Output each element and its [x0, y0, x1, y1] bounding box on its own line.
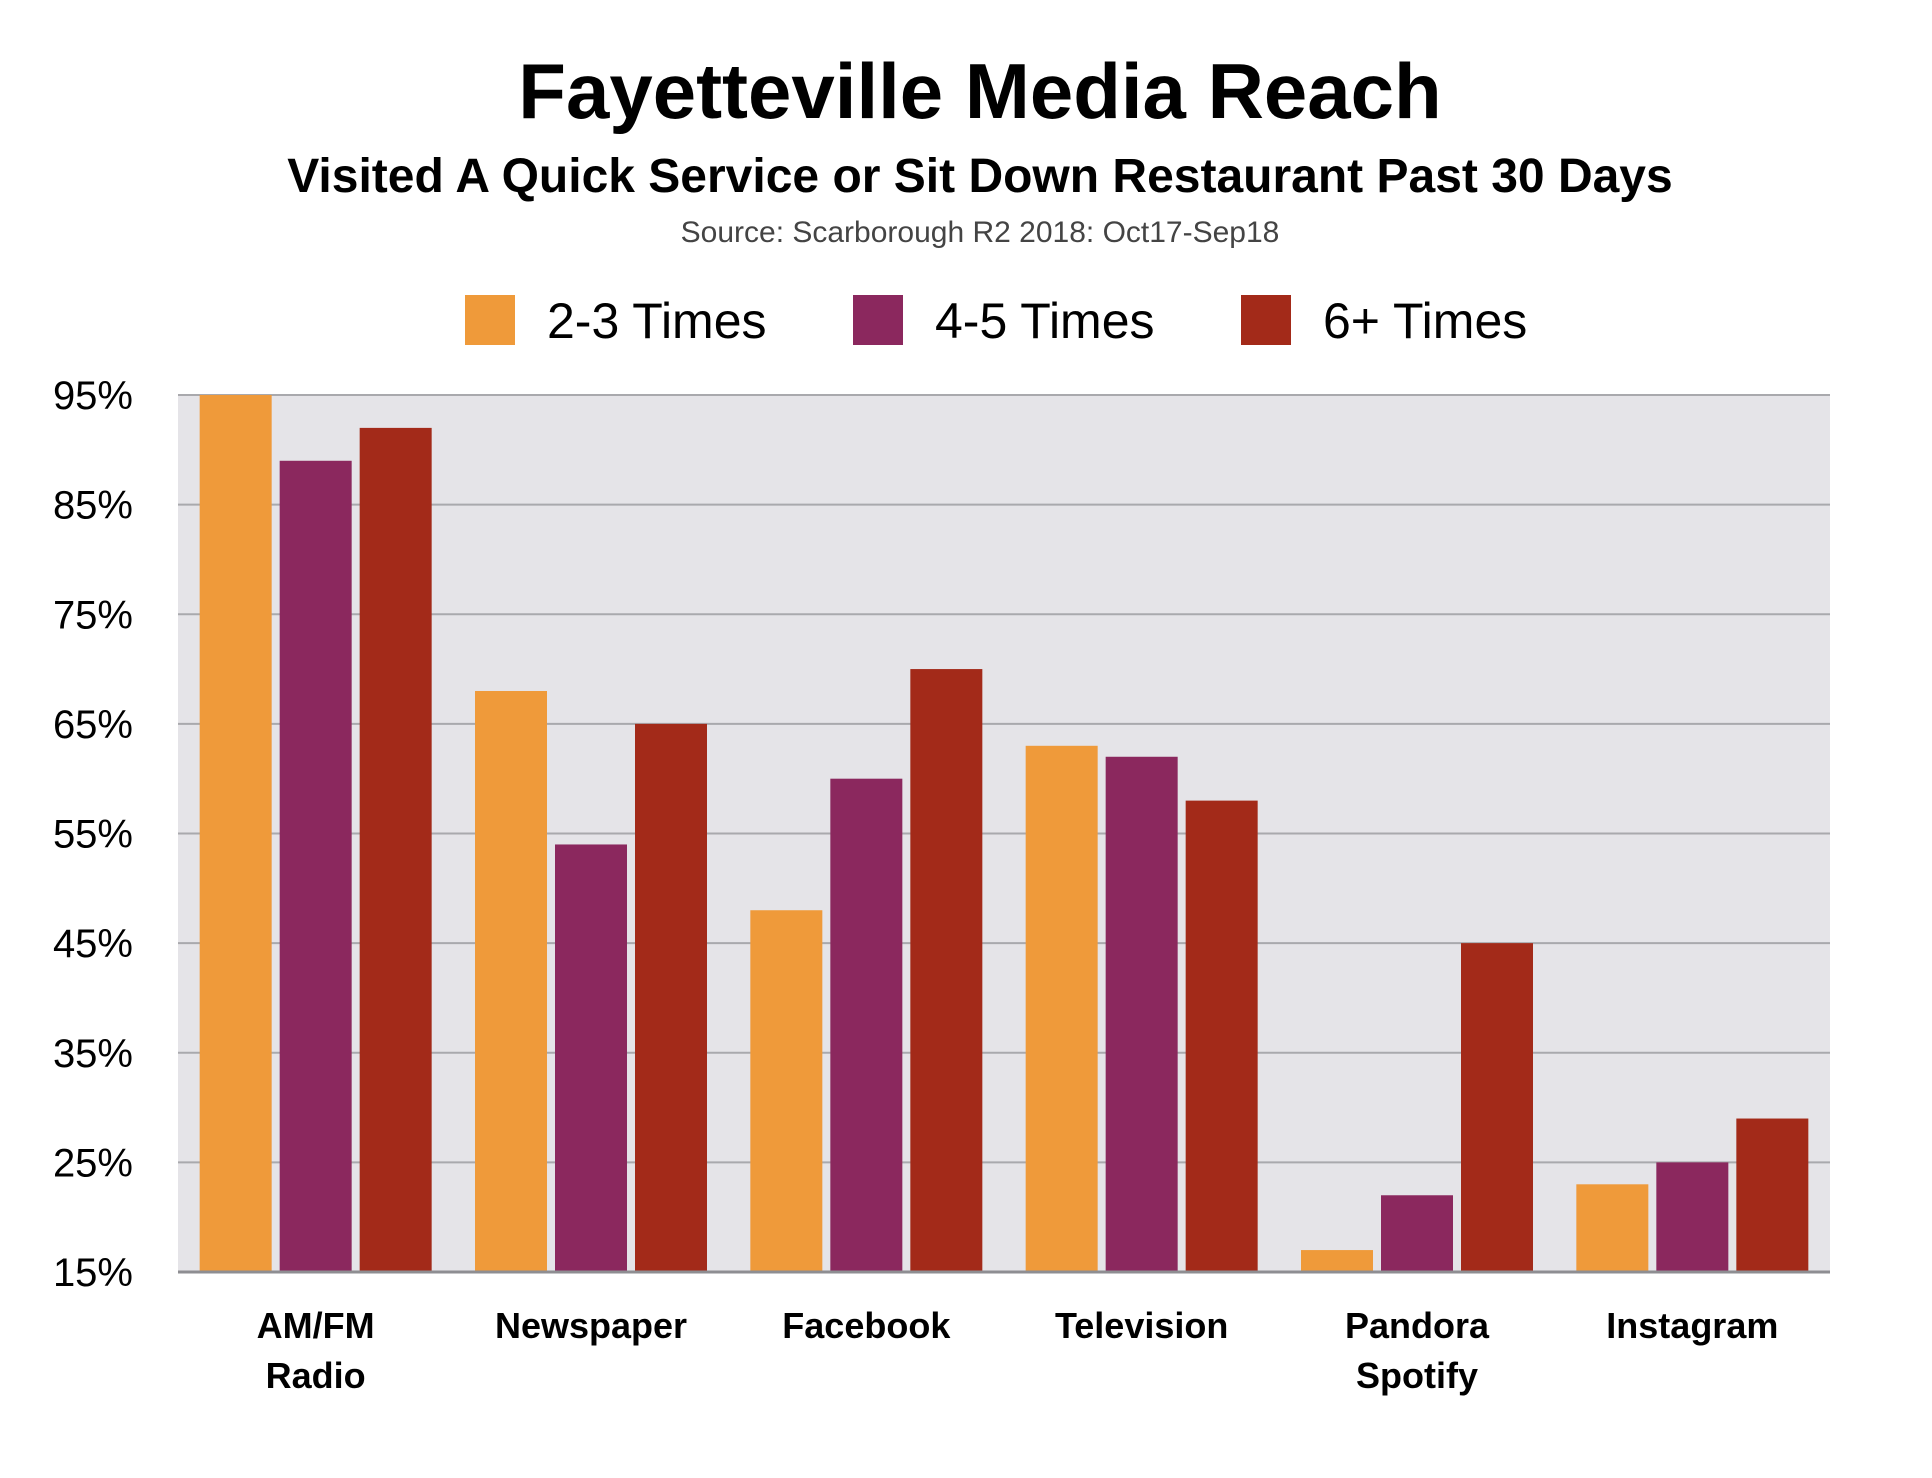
legend-swatch-4-5-times [853, 295, 903, 345]
plot-area: 95% 85% 75% 65% 55% 45% 35% 25% 15% AM/FM Radio New… [53, 374, 1830, 1396]
bar-television-4-5-times [1105, 756, 1178, 1272]
bar-pandora-spotify-4-5-times [1381, 1195, 1453, 1272]
y-tick-label: 55% [53, 813, 133, 857]
bar-facebook-4-5-times [830, 778, 903, 1272]
y-tick-label: 15% [53, 1251, 133, 1295]
bar-am-fm-radio-4-5-times [279, 460, 352, 1272]
y-tick-label: 35% [53, 1032, 133, 1076]
bar-newspaper-6-times [635, 723, 707, 1272]
chart-subtitle: Visited A Quick Service or Sit Down Rest… [287, 150, 1672, 203]
bar-facebook-2-3-times [750, 910, 823, 1272]
x-tick-label: Television [1055, 1305, 1228, 1346]
chart-title: Fayetteville Media Reach [518, 47, 1441, 135]
legend-label-2-3-times: 2-3 Times [547, 293, 767, 349]
legend-swatch-6-times [1241, 295, 1291, 345]
bar-instagram-4-5-times [1656, 1162, 1729, 1272]
y-tick-label: 95% [53, 374, 133, 418]
y-tick-label: 85% [53, 484, 133, 528]
x-tick-label: Instagram [1606, 1305, 1778, 1346]
legend-label-4-5-times: 4-5 Times [935, 293, 1155, 349]
y-tick-label: 25% [53, 1141, 133, 1185]
bar-pandora-spotify-2-3-times [1301, 1250, 1373, 1272]
bar-television-2-3-times [1025, 745, 1098, 1272]
bar-am-fm-radio-2-3-times [199, 395, 272, 1272]
bar-instagram-6-times [1736, 1118, 1809, 1272]
y-tick-label: 75% [53, 593, 133, 637]
legend-swatch-2-3-times [465, 295, 515, 345]
bar-newspaper-2-3-times [475, 690, 547, 1272]
x-tick-label: Pandora Spotify [1345, 1305, 1490, 1396]
bar-television-6-times [1185, 800, 1258, 1272]
legend-label-6-times: 6+ Times [1323, 293, 1527, 349]
bar-facebook-6-times [910, 669, 983, 1272]
chart-source: Source: Scarborough R2 2018: Oct17-Sep18 [681, 216, 1280, 249]
y-tick-label: 45% [53, 922, 133, 966]
bar-instagram-2-3-times [1576, 1184, 1649, 1272]
x-tick-label: AM/FM Radio [257, 1305, 375, 1396]
legend: 2-3 Times 4-5 Times 6+ Times [465, 293, 1527, 349]
bar-am-fm-radio-6-times [359, 427, 432, 1272]
y-tick-label: 65% [53, 703, 133, 747]
bar-newspaper-4-5-times [555, 844, 627, 1272]
x-tick-label: Facebook [782, 1305, 951, 1346]
x-tick-label: Newspaper [495, 1305, 687, 1346]
bar-pandora-spotify-6-times [1461, 943, 1533, 1272]
